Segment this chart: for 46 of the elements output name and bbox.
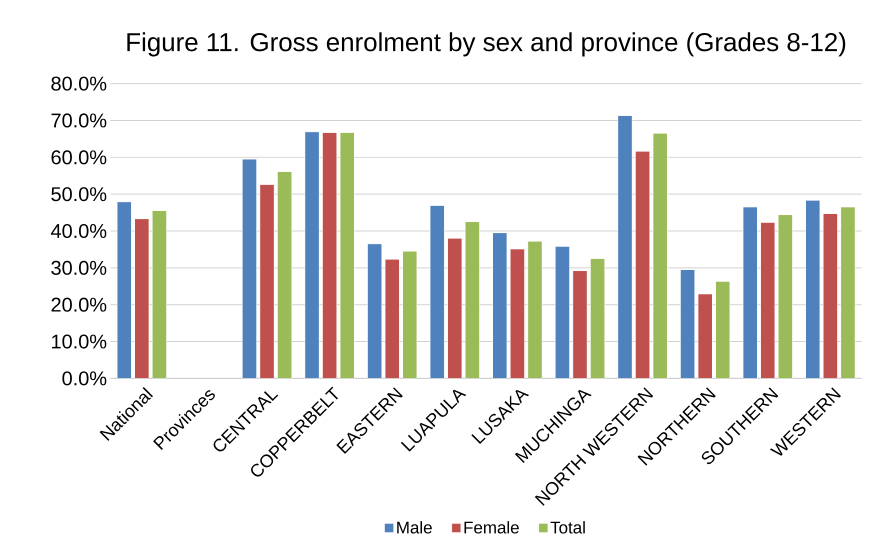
bar [715, 281, 730, 378]
bar [760, 222, 776, 378]
bar [304, 132, 320, 378]
bar [742, 206, 758, 378]
bar [555, 246, 570, 378]
bar [635, 151, 650, 378]
bar [528, 241, 542, 378]
y-tick-label: 10.0% [52, 334, 106, 349]
y-tick-label: 70.0% [52, 113, 106, 128]
bar [340, 132, 355, 378]
bar [430, 205, 445, 378]
bar [778, 214, 793, 378]
bar [840, 206, 856, 378]
legend-label: Total [550, 521, 585, 534]
bar [116, 202, 132, 378]
bar [152, 210, 167, 378]
bar [698, 294, 713, 378]
legend-label: Female [464, 521, 519, 534]
y-tick-label: 60.0% [52, 150, 106, 164]
bar [618, 115, 632, 378]
bar [492, 232, 508, 378]
bar [322, 132, 337, 378]
bar [572, 270, 588, 378]
bar [242, 158, 257, 378]
bar [367, 244, 382, 378]
y-tick-label: 50.0% [51, 187, 106, 202]
y-tick-label: 0.0% [62, 371, 106, 386]
bar [447, 238, 462, 378]
bar [680, 269, 695, 378]
bar [590, 258, 605, 378]
y-tick-label: 80.0% [51, 76, 106, 91]
bar [805, 200, 820, 378]
bar [277, 171, 292, 378]
y-tick-label: 20.0% [52, 298, 106, 312]
bar [465, 222, 480, 378]
bar [402, 251, 418, 378]
bar [384, 259, 400, 378]
y-tick-label: 30.0% [51, 260, 106, 275]
bar [134, 218, 150, 378]
y-tick-label: 40.0% [50, 224, 106, 238]
bar [260, 184, 274, 378]
bar [510, 248, 525, 378]
legend-label: Male [397, 521, 432, 534]
bar [652, 133, 668, 378]
bar [823, 213, 838, 378]
chart-title: Figure 11. Gross enrolment by sex and province (Grades 8-12) [127, 32, 846, 56]
